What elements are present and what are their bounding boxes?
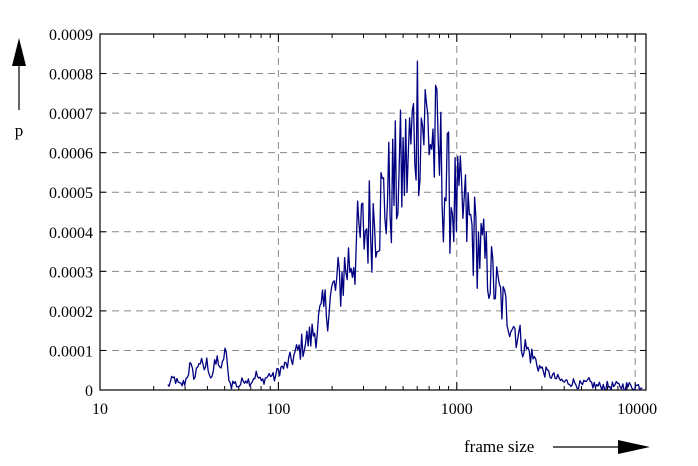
x-axis-label: frame size	[464, 437, 534, 456]
y-tick-label: 0.0004	[49, 225, 93, 242]
grid	[100, 34, 646, 390]
y-axis-arrow-icon	[12, 38, 26, 110]
x-tick-label: 1000	[441, 401, 473, 418]
y-tick-label: 0.0005	[49, 185, 93, 202]
series-line	[167, 60, 643, 390]
x-tick-label: 10000	[617, 401, 657, 418]
y-tick-label: 0.0008	[49, 67, 93, 84]
y-tick-label: 0.0007	[49, 106, 93, 123]
y-tick-label: 0.0009	[49, 27, 93, 44]
x-tick-label: 10	[92, 401, 108, 418]
y-tick-label: 0.0006	[49, 146, 93, 163]
series-layer	[167, 60, 643, 390]
x-tick-label: 100	[266, 401, 290, 418]
y-tick-label: 0.0003	[49, 264, 93, 281]
y-tick-label: 0.0001	[49, 343, 93, 360]
tick-labels: 0 0.0001 0.0002 0.0003 0.0004 0.0005 0.0006 0.0…	[49, 27, 657, 418]
y-tick-label: 0	[85, 383, 93, 400]
y-axis-label: p	[15, 121, 24, 140]
axis-ticks	[99, 33, 646, 391]
plot-frame	[99, 33, 647, 391]
x-axis-arrow-icon	[553, 440, 650, 454]
y-tick-label: 0.0002	[49, 304, 93, 321]
